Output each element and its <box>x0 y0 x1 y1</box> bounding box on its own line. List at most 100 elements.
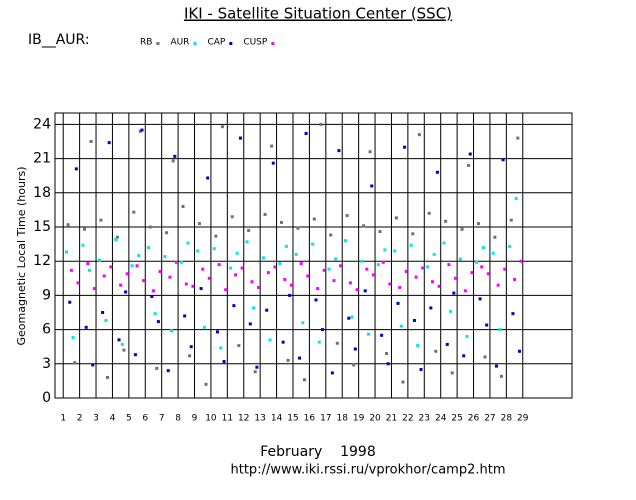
point <box>509 218 513 222</box>
point <box>99 218 103 222</box>
legend-label: CUSP <box>243 38 268 48</box>
point <box>516 136 520 140</box>
point <box>130 264 134 268</box>
point <box>250 280 254 284</box>
point <box>467 163 471 167</box>
point <box>485 323 489 327</box>
x-tick-label: 4 <box>110 414 116 424</box>
point <box>460 227 464 231</box>
point <box>86 261 90 265</box>
x-tick-label: 12 <box>238 414 249 424</box>
point <box>334 257 338 261</box>
x-tick-label: 18 <box>336 414 348 424</box>
x-axis-label: February 1998 <box>260 444 375 460</box>
point <box>350 315 354 319</box>
x-tick-label: 9 <box>192 414 198 424</box>
point <box>514 197 518 200</box>
point <box>486 272 490 276</box>
point <box>289 283 293 287</box>
point <box>217 263 221 267</box>
y-tick-label: 21 <box>33 151 51 167</box>
point <box>119 283 123 287</box>
point <box>279 220 283 224</box>
y-tick-label: 6 <box>42 322 51 338</box>
point <box>173 154 177 158</box>
point <box>97 258 101 262</box>
point <box>427 211 431 215</box>
x-tick-label: 25 <box>451 414 462 424</box>
point <box>188 354 192 358</box>
point <box>491 251 495 255</box>
point <box>135 264 139 268</box>
point <box>321 328 325 332</box>
point <box>409 243 413 247</box>
x-tick-label: 6 <box>142 414 148 424</box>
point <box>519 259 523 263</box>
plot-frame <box>54 112 573 399</box>
point <box>186 241 190 245</box>
point <box>265 308 269 312</box>
point <box>347 316 351 320</box>
point <box>480 265 484 269</box>
point <box>414 275 418 279</box>
point <box>76 281 80 285</box>
point <box>363 289 367 293</box>
point <box>271 161 275 165</box>
point <box>398 285 402 289</box>
point <box>432 252 436 256</box>
point <box>435 170 439 174</box>
point <box>283 277 287 281</box>
point <box>296 226 300 230</box>
point <box>220 125 224 129</box>
point <box>493 235 497 239</box>
point <box>355 288 359 292</box>
point <box>245 240 249 244</box>
y-tick-label: 18 <box>33 185 51 201</box>
point <box>253 370 257 374</box>
point <box>64 250 68 254</box>
point <box>371 273 375 277</box>
point <box>362 224 366 228</box>
point <box>337 149 341 153</box>
x-tick-label: 27 <box>484 414 495 424</box>
point <box>399 324 403 328</box>
y-tick-label: 3 <box>42 356 51 372</box>
point <box>517 349 521 353</box>
satellite-label: IB__AUR: <box>28 32 90 48</box>
point <box>163 255 167 259</box>
x-tick-label: 21 <box>386 414 397 424</box>
legend-label: CAP <box>207 38 225 48</box>
point <box>270 144 274 148</box>
point <box>124 290 128 294</box>
point <box>385 352 389 356</box>
x-tick-label: 13 <box>254 414 265 424</box>
point <box>266 271 270 275</box>
point <box>268 338 272 342</box>
x-tick-label: 16 <box>304 414 316 424</box>
x-tick-label: 14 <box>271 414 283 424</box>
point <box>174 260 178 264</box>
point <box>498 328 502 332</box>
point <box>255 365 259 369</box>
point <box>179 260 183 264</box>
x-tick-label: 5 <box>126 414 132 424</box>
point <box>132 210 136 214</box>
point <box>107 141 111 145</box>
point <box>183 314 187 318</box>
point <box>101 311 105 314</box>
point <box>496 283 500 287</box>
point <box>74 167 78 171</box>
point <box>360 259 364 263</box>
point <box>140 128 144 132</box>
x-tick-label: 26 <box>468 414 480 424</box>
point <box>109 265 113 269</box>
point <box>388 282 392 286</box>
chart-title: IKI - Satellite Situation Center (SSC) <box>184 5 452 23</box>
point <box>376 263 380 267</box>
point <box>204 382 208 386</box>
x-tick-label: 17 <box>320 414 331 424</box>
point <box>483 355 487 359</box>
point <box>155 366 159 370</box>
point <box>91 363 95 367</box>
